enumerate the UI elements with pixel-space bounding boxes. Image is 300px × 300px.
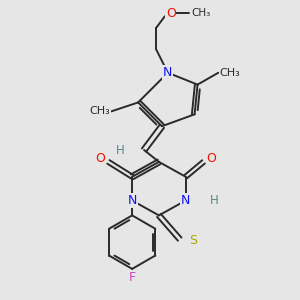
Text: H: H: [116, 143, 125, 157]
Text: CH₃: CH₃: [220, 68, 241, 78]
Text: S: S: [189, 234, 196, 247]
Text: H: H: [209, 194, 218, 207]
Text: CH₃: CH₃: [89, 106, 110, 116]
Text: CH₃: CH₃: [192, 8, 211, 18]
Text: O: O: [95, 152, 105, 165]
Text: O: O: [166, 7, 176, 20]
Text: O: O: [206, 152, 216, 165]
Text: N: N: [128, 194, 137, 207]
Text: F: F: [129, 271, 136, 284]
Text: N: N: [181, 194, 190, 207]
Text: N: N: [163, 66, 172, 79]
